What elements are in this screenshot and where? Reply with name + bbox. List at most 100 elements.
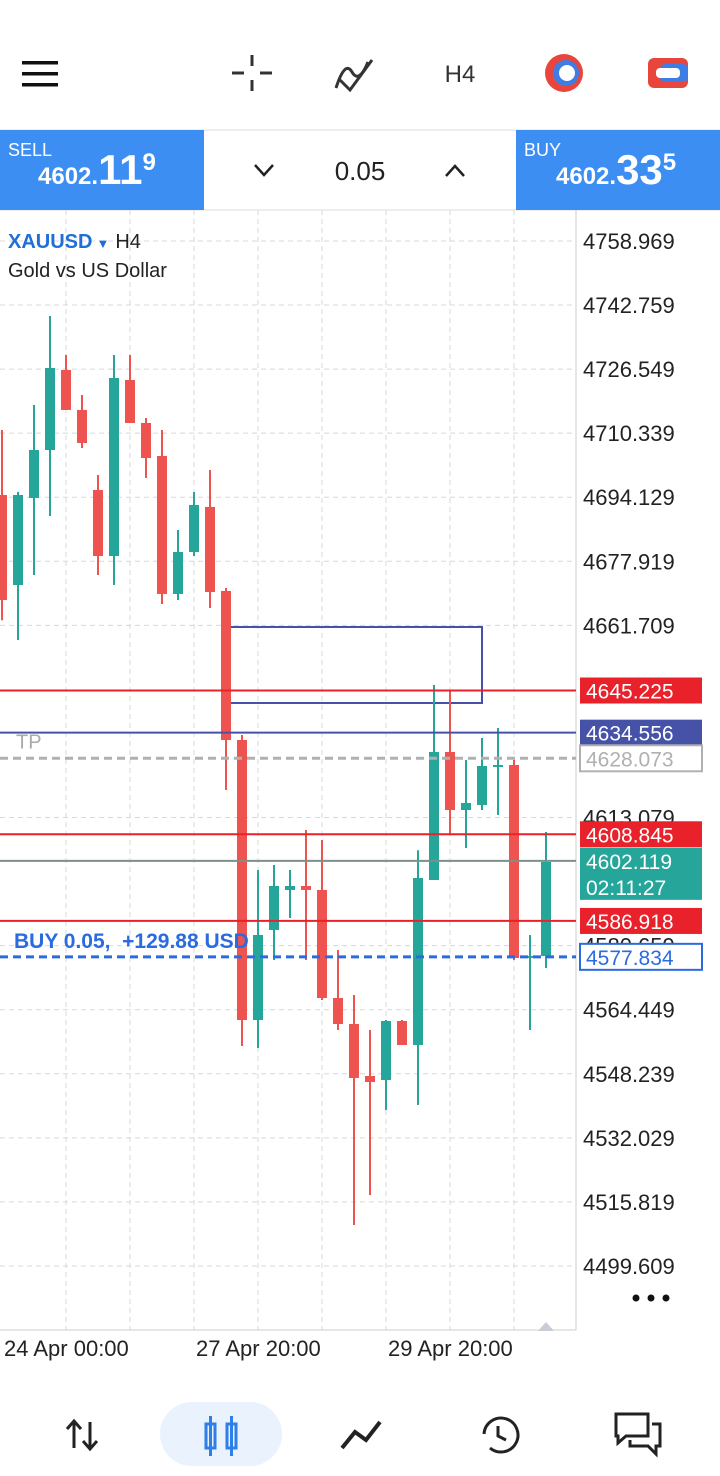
volume-down[interactable]	[254, 164, 274, 177]
candle-body	[493, 764, 503, 767]
nav-highlight	[160, 1402, 282, 1466]
candle-body	[61, 369, 71, 410]
price-big: 33	[616, 146, 663, 193]
candle-body	[0, 494, 7, 600]
x-tick-label: 29 Apr 20:00	[388, 1336, 513, 1361]
tp-label: TP	[16, 732, 42, 754]
candle-body	[205, 506, 215, 593]
candle-body	[269, 885, 279, 930]
symbol-dropdown[interactable]: ▼	[96, 236, 109, 251]
volume-up[interactable]	[445, 164, 465, 177]
timeframe-button[interactable]: H4	[445, 61, 476, 88]
icon-path	[496, 1426, 507, 1442]
candle-body	[157, 455, 167, 594]
chart-header: XAUUSD ▼ H4	[8, 231, 141, 253]
menu-button[interactable]	[22, 61, 58, 87]
candle-body	[253, 934, 263, 1021]
candle-body	[397, 1020, 407, 1045]
candle-body	[125, 379, 135, 423]
price-label: 4586.918	[586, 911, 674, 934]
candle-body	[429, 751, 439, 880]
sell-button[interactable]: SELL 4602.119	[0, 130, 204, 210]
y-tick-label: 4726.549	[583, 357, 675, 382]
x-tick-label: 24 Apr 00:00	[4, 1336, 129, 1361]
candle-body	[141, 422, 151, 458]
candle-body	[365, 1076, 375, 1083]
candle-body	[301, 885, 311, 890]
candle-body	[349, 1023, 359, 1078]
icon-circle	[559, 65, 575, 81]
account-button[interactable]	[648, 58, 688, 88]
candle-body	[525, 955, 535, 958]
nav-history[interactable]	[482, 1416, 520, 1454]
menu-bar	[22, 83, 58, 87]
nav-chart[interactable]	[204, 1416, 238, 1456]
candle-body	[109, 378, 119, 556]
y-tick-label: 4515.819	[583, 1190, 675, 1215]
price-label-box	[580, 847, 702, 900]
candle-body	[93, 490, 103, 556]
candle-body	[13, 494, 23, 586]
grid: 4758.969 4742.759 4726.549 4710.339 4694.129…	[0, 210, 675, 1361]
y-tick-label: 4548.239	[583, 1062, 675, 1087]
price-label-box	[579, 744, 703, 773]
symbol-description: Gold vs US Dollar	[8, 260, 167, 282]
candle-body	[237, 740, 247, 1021]
candle-body	[477, 766, 487, 805]
price-sup: 5	[663, 149, 676, 176]
symbol-timeframe: H4	[115, 231, 141, 253]
y-tick-label: 4499.609	[583, 1254, 675, 1279]
candle-body	[29, 450, 39, 498]
candle-body	[189, 504, 199, 553]
sell-box	[0, 130, 204, 210]
y-tick-label: 4532.029	[583, 1126, 675, 1151]
price-label-box	[580, 907, 702, 934]
plot	[0, 315, 551, 1225]
trade-button[interactable]	[545, 54, 583, 92]
candle-body	[541, 862, 551, 956]
price-label-box	[580, 677, 702, 704]
indicators-button[interactable]	[334, 59, 374, 93]
icon-path	[81, 1422, 99, 1452]
bar-countdown: 02:11:27	[586, 877, 666, 900]
price-big: 11	[98, 146, 142, 193]
candle-body	[413, 878, 423, 1045]
nav-messages[interactable]	[614, 1412, 662, 1458]
nav-trade[interactable]	[340, 1420, 382, 1450]
dot	[662, 1294, 670, 1302]
candle-body	[317, 889, 327, 998]
y-tick-label: 4677.919	[583, 549, 675, 574]
dot	[632, 1294, 640, 1302]
price-label: 4577.834	[586, 947, 674, 970]
icon-path	[614, 1412, 650, 1447]
y-tick-label: 4661.709	[583, 613, 675, 638]
icon-path	[628, 1422, 662, 1458]
scroll-indicator[interactable]	[538, 1322, 554, 1331]
price-label-box	[579, 942, 703, 971]
price-label-box	[580, 821, 702, 848]
dot	[647, 1294, 655, 1302]
icon-path	[482, 1416, 520, 1454]
candle-body	[221, 590, 231, 741]
x-tick-label: 27 Apr 20:00	[196, 1336, 321, 1361]
y-tick-label: 4742.759	[583, 293, 675, 318]
candle-body	[381, 1020, 391, 1080]
symbol[interactable]: XAUUSD	[8, 231, 92, 253]
menu-bar	[22, 72, 58, 76]
crosshair-button[interactable]	[232, 55, 272, 91]
volume[interactable]: 0.05	[335, 156, 386, 186]
price-main: 4602.	[556, 163, 616, 190]
buy-button[interactable]: BUY 4602.335	[516, 130, 720, 210]
menu-bar	[22, 61, 58, 65]
nav-quotes[interactable]	[65, 1418, 99, 1452]
y-tick-label: 4564.449	[583, 998, 675, 1023]
price-label-box	[580, 719, 702, 746]
buy-label: BUY	[524, 140, 561, 160]
more-button[interactable]	[632, 1294, 670, 1302]
price-main: 4602.	[38, 163, 98, 190]
buy-box	[516, 130, 720, 210]
candle-body	[285, 885, 295, 890]
y-tick-label: 4758.969	[583, 229, 675, 254]
